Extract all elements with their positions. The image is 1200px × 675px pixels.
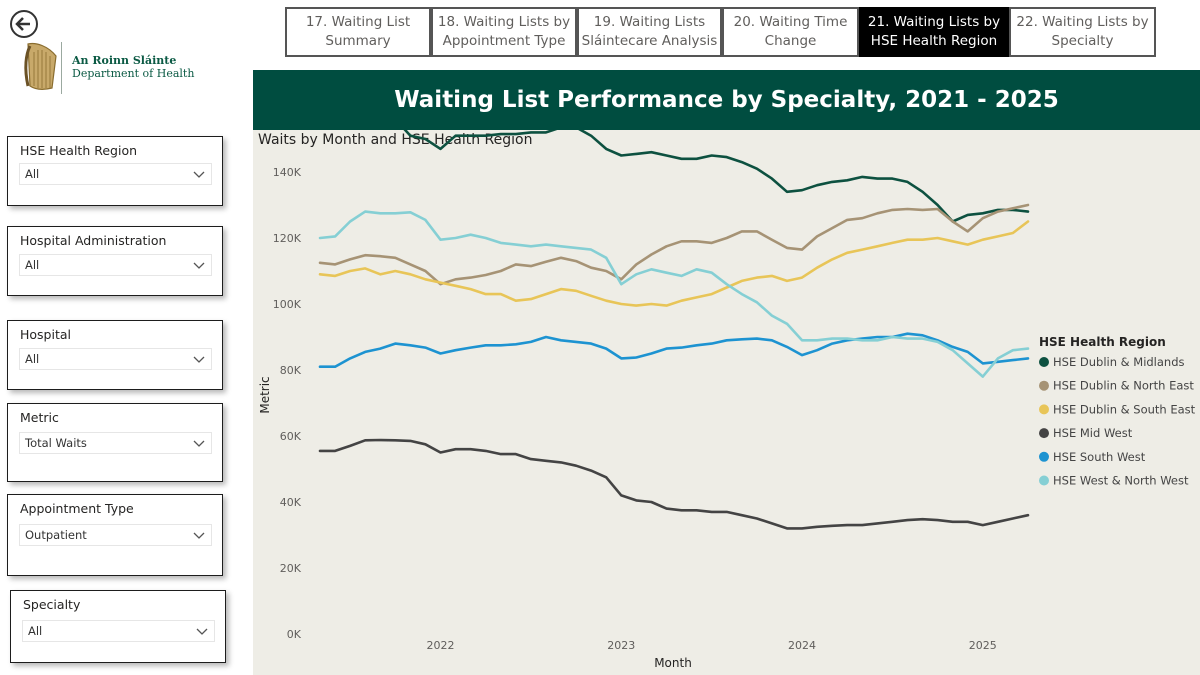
chevron-down-icon — [193, 356, 205, 363]
series-line-hse-dublin-south-east[interactable] — [318, 220, 1030, 307]
nav-tab-20[interactable]: 20. Waiting Time Change — [722, 7, 859, 57]
department-irish: An Roinn Sláinte — [72, 54, 177, 67]
appointment-type-dropdown[interactable]: Outpatient — [19, 524, 212, 546]
legend-item[interactable]: HSE West & North West — [1053, 474, 1189, 488]
legend-item[interactable]: HSE Dublin & North East — [1053, 379, 1194, 393]
legend-item[interactable]: HSE Mid West — [1053, 426, 1133, 440]
legend-marker — [1039, 357, 1049, 367]
hse-health-region-slicer: HSE Health Region All — [7, 136, 223, 206]
nav-tab-17[interactable]: 17. Waiting List Summary — [285, 7, 431, 57]
y-tick-label: 100K — [273, 298, 302, 311]
chevron-down-icon — [193, 262, 205, 269]
slicer-title: Hospital Administration — [20, 233, 167, 248]
chevron-down-icon — [196, 628, 208, 635]
nav-tab-label-line2: HSE Health Region — [870, 33, 998, 49]
y-tick-label: 20K — [280, 562, 302, 575]
back-button[interactable] — [10, 10, 38, 38]
legend-title: HSE Health Region — [1039, 335, 1166, 349]
slicer-title: Metric — [20, 410, 59, 425]
line-chart-panel: Waits by Month and HSE Health Region 0K 2… — [253, 130, 1200, 675]
dropdown-value: Outpatient — [25, 528, 87, 542]
nav-tab-18[interactable]: 18. Waiting Lists by Appointment Type — [431, 7, 577, 57]
nav-tab-label-line1: 19. Waiting Lists — [593, 14, 706, 30]
nav-tab-label-line2: Sláintecare Analysis — [581, 33, 718, 49]
department-name: An Roinn Sláinte Department of Health — [72, 54, 194, 80]
y-tick-label: 40K — [280, 496, 302, 509]
nav-tab-22[interactable]: 22. Waiting Lists by Specialty — [1009, 7, 1156, 57]
x-tick-label: 2024 — [788, 639, 816, 652]
slicer-title: Specialty — [23, 597, 81, 612]
harp-icon — [24, 42, 57, 90]
y-tick-label: 80K — [280, 364, 302, 377]
dropdown-value: All — [28, 624, 43, 638]
x-axis-label: Month — [654, 656, 692, 670]
dropdown-value: All — [25, 352, 40, 366]
series-line-hse-west-north-west[interactable] — [318, 210, 1030, 378]
department-english: Department of Health — [72, 67, 195, 80]
y-tick-label: 0K — [287, 628, 302, 641]
y-tick-label: 120K — [273, 232, 302, 245]
legend-marker — [1039, 404, 1049, 415]
dropdown-value: All — [25, 258, 40, 272]
hospital-dropdown[interactable]: All — [19, 348, 212, 370]
y-axis-label: Metric — [258, 376, 272, 413]
nav-tab-label-line1: 21. Waiting Lists by — [867, 14, 1001, 30]
nav-tab-label-line1: 22. Waiting Lists by — [1016, 14, 1149, 30]
dropdown-value: Total Waits — [25, 436, 87, 450]
legend-marker — [1039, 380, 1049, 391]
y-tick-label: 140K — [273, 166, 302, 179]
nav-tab-label-line2: Summary — [325, 33, 391, 49]
metric-dropdown[interactable]: Total Waits — [19, 432, 212, 454]
y-tick-label: 60K — [280, 430, 302, 443]
slicer-title: Hospital — [20, 327, 72, 342]
x-tick-label: 2025 — [969, 639, 997, 652]
hospital-administration-dropdown[interactable]: All — [19, 254, 212, 276]
nav-tab-19[interactable]: 19. Waiting Lists Sláintecare Analysis — [577, 7, 722, 57]
hospital-administration-slicer: Hospital Administration All — [7, 226, 223, 296]
legend-item[interactable]: HSE Dublin & South East — [1053, 402, 1196, 416]
hse-health-region-dropdown[interactable]: All — [19, 163, 212, 185]
chevron-down-icon — [193, 171, 205, 178]
hospital-slicer: Hospital All — [7, 320, 223, 390]
specialty-dropdown[interactable]: All — [22, 620, 215, 642]
nav-tab-label-line2: Change — [764, 33, 817, 49]
page-title-banner: Waiting List Performance by Specialty, 2… — [253, 70, 1200, 130]
logo-divider — [61, 42, 62, 94]
page-title: Waiting List Performance by Specialty, 2… — [394, 87, 1059, 113]
legend-marker — [1039, 451, 1049, 462]
line-chart: 0K 20K 40K 60K 80K 100K 120K 140K 2022 2023 2024 20… — [258, 130, 1196, 670]
back-arrow-icon — [15, 17, 30, 31]
legend-marker — [1039, 475, 1049, 486]
legend-marker — [1039, 428, 1049, 439]
nav-tab-label-line1: 18. Waiting Lists by — [437, 14, 571, 30]
appointment-type-slicer: Appointment Type Outpatient — [7, 494, 223, 576]
chevron-down-icon — [193, 440, 205, 447]
series-line-hse-dublin-north-east[interactable] — [318, 203, 1030, 286]
nav-tab-label-line2: Appointment Type — [442, 33, 566, 49]
series-line-hse-mid-west[interactable] — [318, 438, 1030, 530]
dropdown-value: All — [25, 167, 40, 181]
specialty-slicer: Specialty All — [10, 590, 226, 663]
legend-item[interactable]: HSE Dublin & Midlands — [1053, 355, 1185, 369]
slicer-title: Appointment Type — [20, 501, 134, 516]
slicer-title: HSE Health Region — [20, 143, 138, 158]
nav-tab-label-line1: 17. Waiting List — [305, 14, 411, 30]
x-tick-label: 2023 — [607, 639, 635, 652]
nav-tab-label-line1: 20. Waiting Time — [733, 14, 848, 30]
x-tick-label: 2022 — [427, 639, 455, 652]
metric-slicer: Metric Total Waits — [7, 403, 223, 482]
series-line-hse-dublin-midlands[interactable] — [320, 130, 1030, 223]
series-line-hse-south-west[interactable] — [318, 332, 1030, 368]
legend-item[interactable]: HSE South West — [1053, 450, 1146, 464]
nav-tab-21[interactable]: 21. Waiting Lists by HSE Health Region — [859, 7, 1009, 57]
nav-tab-label-line2: Specialty — [1051, 33, 1114, 49]
chevron-down-icon — [193, 532, 205, 539]
